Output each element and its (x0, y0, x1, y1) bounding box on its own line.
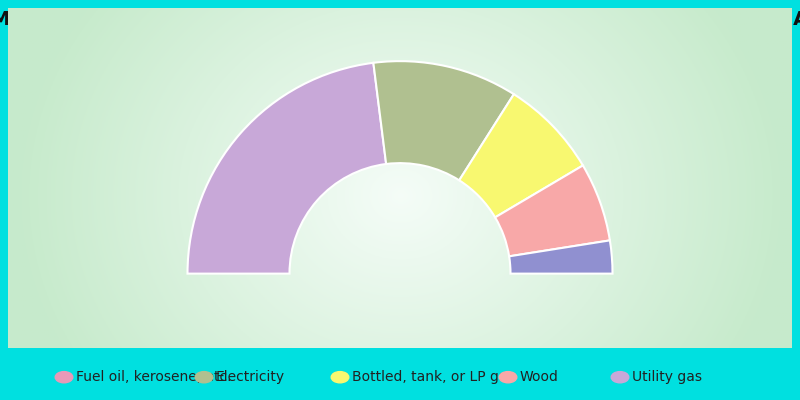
Wedge shape (374, 61, 514, 180)
Ellipse shape (499, 372, 517, 383)
Text: Fuel oil, kerosene, etc.: Fuel oil, kerosene, etc. (76, 370, 231, 384)
Text: Utility gas: Utility gas (632, 370, 702, 384)
Wedge shape (509, 240, 613, 274)
Ellipse shape (195, 372, 213, 383)
Text: Bottled, tank, or LP gas: Bottled, tank, or LP gas (352, 370, 514, 384)
Text: ⓘ City-Data.com: ⓘ City-Data.com (696, 82, 791, 95)
Wedge shape (187, 63, 386, 274)
Text: Most commonly used house heating fuel in apartments in Charlemont, MA: Most commonly used house heating fuel in… (0, 10, 800, 29)
Ellipse shape (331, 372, 349, 383)
Wedge shape (459, 94, 583, 217)
Text: Electricity: Electricity (216, 370, 285, 384)
Wedge shape (495, 166, 610, 256)
Ellipse shape (55, 372, 73, 383)
Ellipse shape (611, 372, 629, 383)
Text: Wood: Wood (520, 370, 559, 384)
